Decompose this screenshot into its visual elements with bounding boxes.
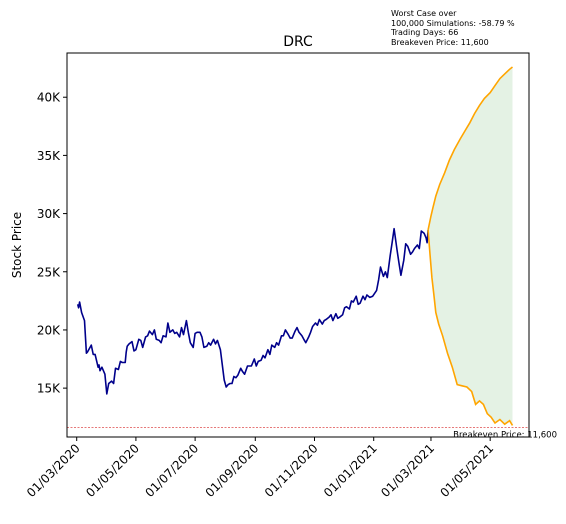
annotation-line: 100,000 Simulations: -58.79 %: [391, 18, 515, 28]
chart-title: DRC: [283, 34, 313, 50]
y-axis-label: Stock Price: [10, 212, 24, 278]
y-tick-label: 35K: [37, 149, 61, 163]
y-tick-label: 15K: [37, 382, 61, 396]
annotation-line: Trading Days: 66: [391, 28, 459, 38]
x-tick-label: 01/05/2021: [437, 441, 496, 500]
x-tick-label: 01/03/2020: [24, 441, 83, 500]
x-tick-label: 01/09/2020: [203, 441, 262, 500]
x-tick-label: 01/11/2020: [262, 441, 321, 500]
y-tick-label: 25K: [37, 265, 61, 279]
simulation-lower-line: [427, 229, 514, 426]
plot-area-frame: [66, 52, 530, 438]
annotation-line: Worst Case over: [391, 9, 457, 18]
x-tick-label: 01/07/2020: [142, 441, 201, 500]
simulation-upper-line: [427, 66, 513, 231]
x-tick-label: 01/03/2021: [378, 441, 437, 500]
y-tick-label: 20K: [37, 323, 61, 337]
breakeven-label: Breakeven Price: 11,600: [453, 431, 557, 441]
y-tick-label: 40K: [37, 91, 61, 105]
x-tick-label: 01/01/2021: [321, 441, 380, 500]
historical-price-line: [76, 227, 429, 395]
x-tick-label: 01/05/2020: [83, 441, 142, 500]
y-tick-label: 30K: [37, 207, 61, 221]
annotation-line: Breakeven Price: 11,600: [391, 37, 489, 47]
simulation-range-fill: [428, 67, 513, 426]
simulation-summary-annotation: Worst Case over 100,000 Simulations: -58…: [391, 9, 515, 47]
